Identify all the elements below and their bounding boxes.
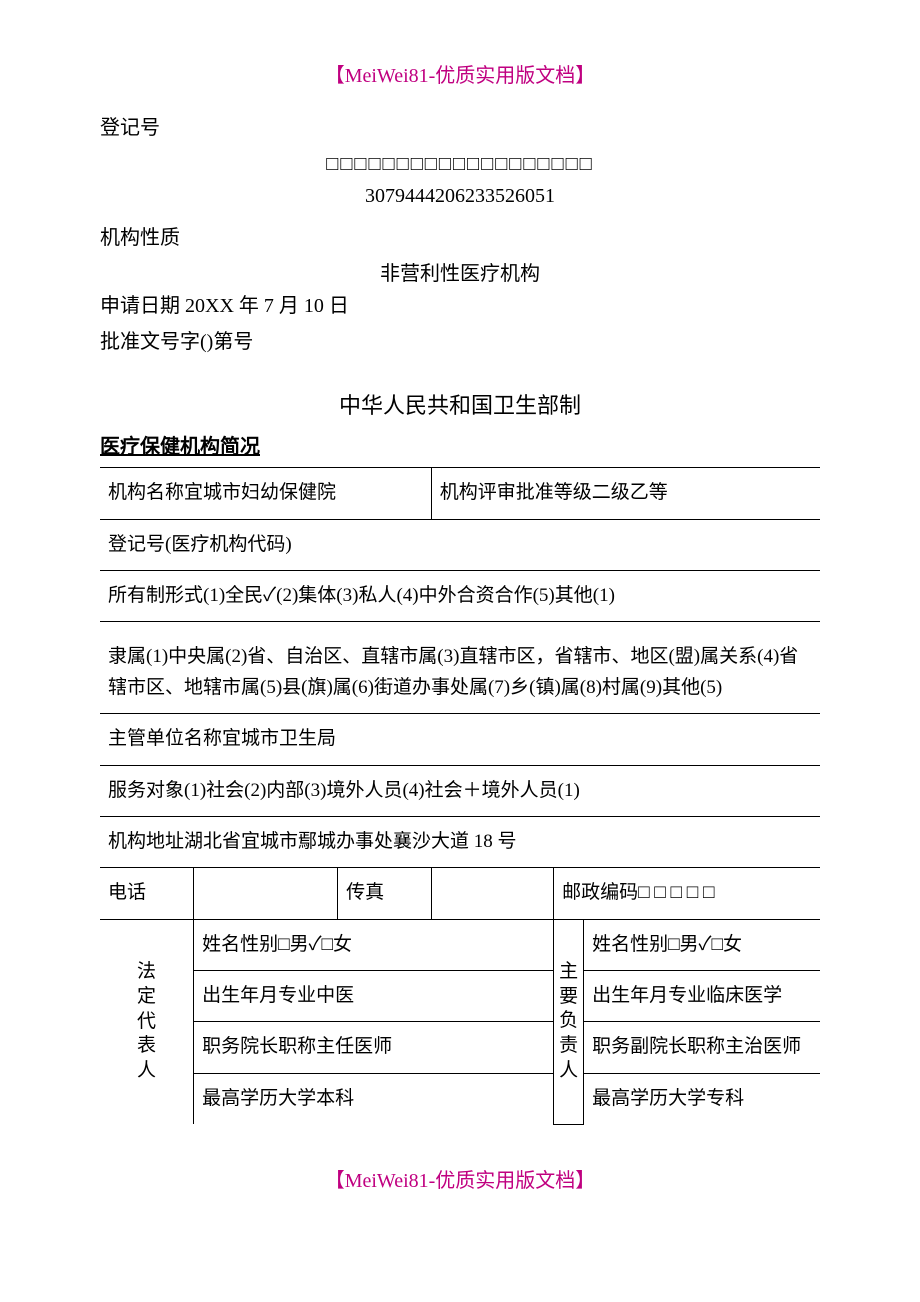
ownership-cell: 所有制形式(1)全民✓(2)集体(3)私人(4)中外合资合作(5)其他(1) [100,570,820,621]
org-name-cell: 机构名称宜城市妇幼保健院 [100,468,431,519]
fax-value-cell [431,868,553,919]
reg-code-cell: 登记号(医疗机构代码) [100,519,820,570]
registration-boxes: □□□□□□□□□□□□□□□□□□□ [100,148,820,180]
approval-number: 批准文号字()第号 [100,326,820,358]
info-table: 机构名称宜城市妇幼保健院 机构评审批准等级二级乙等 登记号(医疗机构代码) 所有… [100,467,820,1125]
footer-watermark: 【MeiWei81-优质实用版文档】 [100,1165,820,1197]
principal-position-title: 职务副院长职称主治医师 [584,1022,820,1073]
rep-position-title: 职务院长职称主任医师 [194,1022,554,1073]
service-target-cell: 服务对象(1)社会(2)内部(3)境外人员(4)社会＋境外人员(1) [100,765,820,816]
apply-date: 申请日期 20XX 年 7 月 10 日 [100,290,820,322]
phone-value-cell [194,868,338,919]
registration-number: 3079444206233526051 [100,180,820,212]
affiliation-cell: 隶属(1)中央属(2)省、自治区、直辖市属(3)直辖市区，省辖市、地区(盟)属关… [100,622,820,714]
issuer: 中华人民共和国卫生部制 [100,388,820,423]
header-watermark: 【MeiWei81-优质实用版文档】 [100,60,820,92]
phone-label-cell: 电话 [100,868,194,919]
fax-label-cell: 传真 [338,868,432,919]
rep-education: 最高学历大学本科 [194,1073,554,1124]
org-nature-label: 机构性质 [100,222,820,254]
org-nature-value: 非营利性医疗机构 [100,258,820,290]
rep-name-gender: 姓名性别□男✓□女 [194,919,554,970]
org-grade-cell: 机构评审批准等级二级乙等 [431,468,820,519]
principal-birth-major: 出生年月专业临床医学 [584,971,820,1022]
principal-name-gender: 姓名性别□男✓□女 [584,919,820,970]
address-cell: 机构地址湖北省宜城市鄢城办事处襄沙大道 18 号 [100,816,820,867]
principal-education: 最高学历大学专科 [584,1073,820,1124]
postcode-cell: 邮政编码□ □ □ □ □ [554,868,820,919]
supervisor-cell: 主管单位名称宜城市卫生局 [100,714,820,765]
section-title: 医疗保健机构简况 [100,431,820,463]
principal-label: 主要负责人 [554,919,584,1124]
rep-birth-major: 出生年月专业中医 [194,971,554,1022]
legal-rep-label: 法定代表人 [100,919,194,1124]
registration-label: 登记号 [100,112,820,144]
